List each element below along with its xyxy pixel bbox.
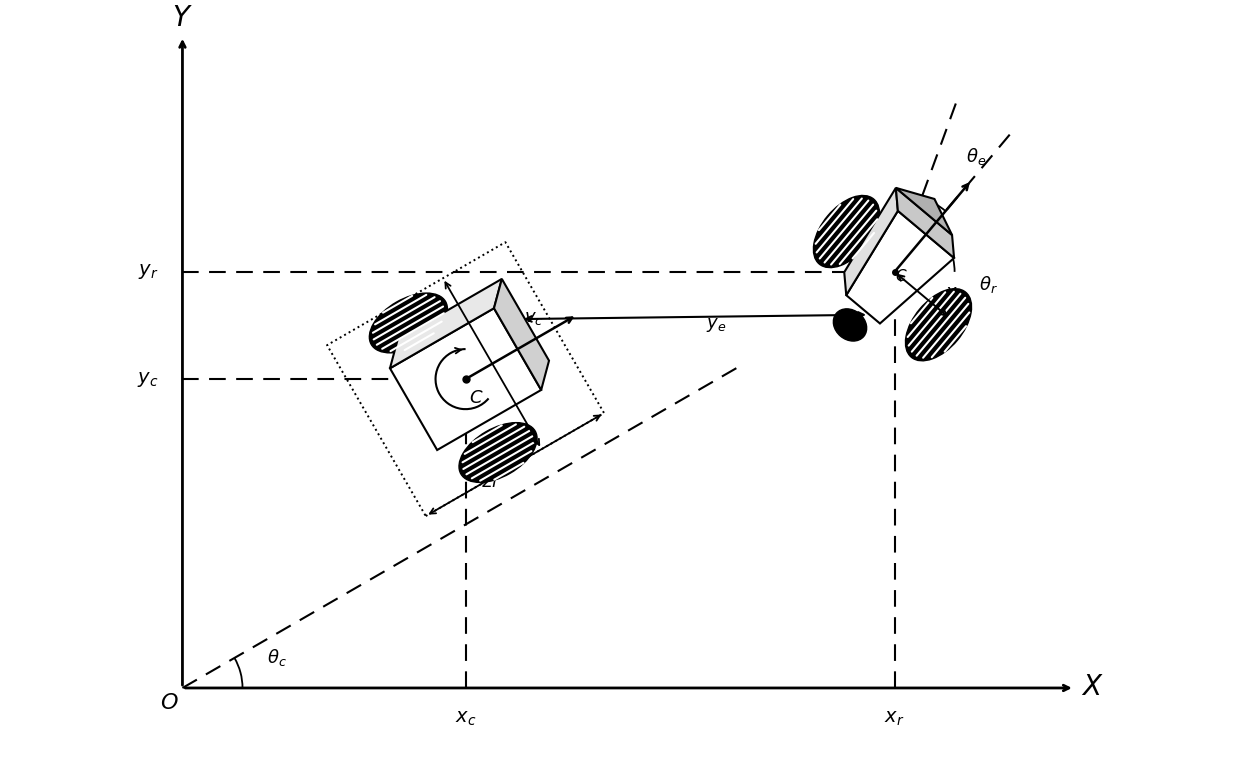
Polygon shape [389,279,502,368]
Ellipse shape [905,289,972,361]
Polygon shape [494,279,549,390]
Text: $\theta_c$: $\theta_c$ [267,647,286,669]
Text: $X$: $X$ [1080,675,1104,701]
Text: $2l$: $2l$ [480,473,498,490]
Text: $x_e$: $x_e$ [945,284,965,302]
Polygon shape [844,188,898,295]
Text: $\omega_c$: $\omega_c$ [501,337,525,356]
Text: $C$: $C$ [469,389,484,407]
Text: $x_c$: $x_c$ [455,709,476,728]
Ellipse shape [459,423,537,482]
Polygon shape [846,211,954,324]
Ellipse shape [370,293,448,353]
Text: $\theta_e$: $\theta_e$ [966,146,986,167]
Text: $y_r$: $y_r$ [138,262,159,281]
Text: $y_e$: $y_e$ [707,317,727,334]
Ellipse shape [833,309,867,341]
Text: $O$: $O$ [160,692,179,715]
Text: $v_c$: $v_c$ [525,309,543,327]
Text: $x_r$: $x_r$ [884,709,905,728]
Polygon shape [389,309,541,450]
Text: $\theta_r$: $\theta_r$ [980,274,998,296]
Polygon shape [895,188,954,258]
Text: $C$: $C$ [895,268,908,284]
Text: $2r$: $2r$ [507,381,529,399]
Polygon shape [895,188,952,235]
Text: $y_c$: $y_c$ [138,370,159,389]
Text: $v_r$: $v_r$ [901,199,920,218]
Text: $Y$: $Y$ [172,5,193,33]
Ellipse shape [813,196,879,268]
